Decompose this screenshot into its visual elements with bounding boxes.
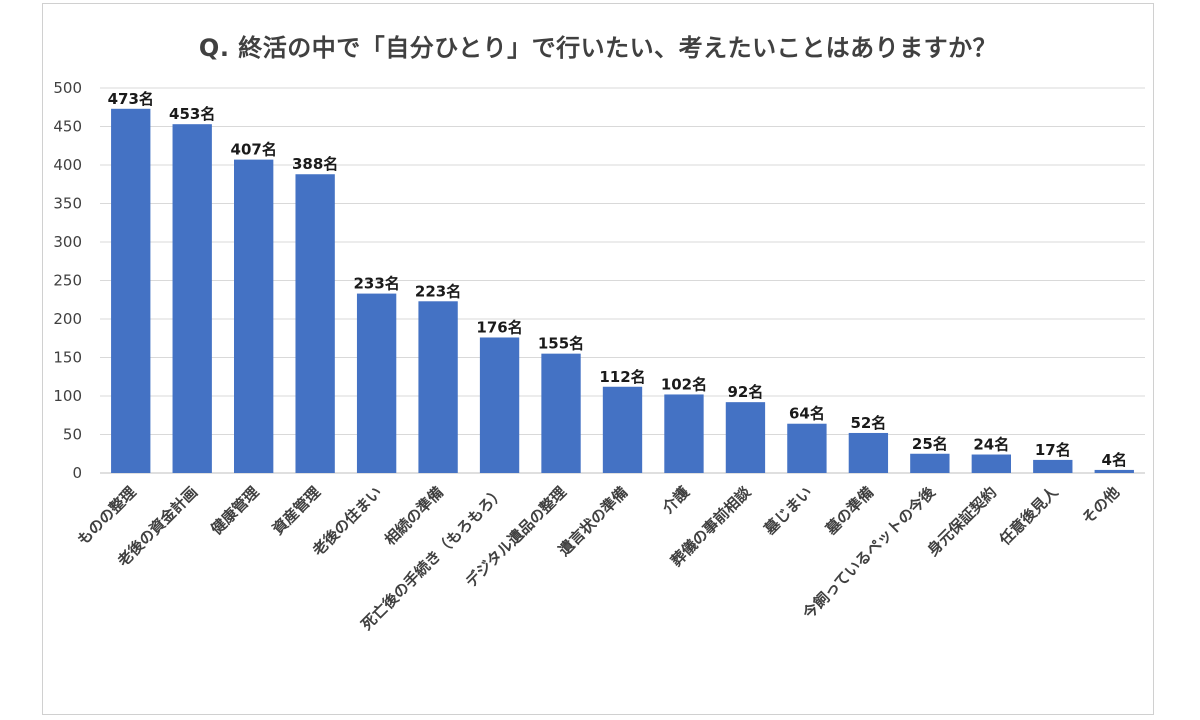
data-label: 52名 (850, 414, 886, 432)
bar (295, 174, 335, 474)
y-tick-label: 150 (53, 349, 82, 367)
data-label: 102名 (661, 375, 707, 393)
x-tick-label: ものの整理 (74, 483, 140, 549)
y-tick-label: 500 (53, 79, 82, 97)
y-tick-label: 50 (63, 426, 82, 444)
y-tick-label: 350 (53, 195, 82, 213)
data-label: 407名 (231, 141, 277, 159)
bar (541, 353, 581, 473)
data-label: 176名 (476, 318, 522, 336)
data-label: 155名 (538, 335, 584, 353)
y-tick-label: 200 (53, 310, 82, 328)
chart-frame (42, 3, 1154, 715)
bar (725, 402, 766, 473)
x-tick-label: 墓じまい (760, 483, 816, 539)
data-label: 388名 (292, 155, 338, 173)
bar (1094, 469, 1134, 473)
bar (479, 337, 520, 473)
bar (356, 293, 397, 473)
bar (234, 159, 274, 474)
bar (172, 124, 212, 473)
y-tick-label: 300 (53, 233, 82, 251)
data-label: 233名 (353, 275, 399, 293)
x-tick-label: 資産管理 (269, 483, 324, 538)
data-label: 453名 (169, 105, 215, 123)
x-tick-label: その他 (1079, 483, 1124, 528)
y-tick-label: 450 (53, 118, 82, 136)
data-label: 92名 (728, 383, 764, 401)
x-tick-label: 相続の準備 (381, 483, 447, 549)
bar (848, 432, 889, 473)
data-label: 223名 (415, 282, 461, 300)
data-label: 112名 (599, 368, 645, 386)
data-label: 25名 (912, 435, 948, 453)
y-tick-label: 250 (53, 272, 82, 290)
data-label: 4名 (1102, 451, 1127, 469)
data-label: 473名 (108, 90, 154, 108)
chart-title: Q. 終活の中で「自分ひとり」で行いたい、考えたいことはありますか？ (198, 34, 998, 62)
x-tick-label: 墓の準備 (821, 483, 877, 539)
data-label: 64名 (789, 405, 825, 423)
y-tick-label: 0 (72, 464, 82, 482)
bar (971, 454, 1011, 473)
bar (418, 301, 458, 473)
bar (602, 386, 643, 473)
data-label: 17名 (1035, 441, 1071, 459)
data-label: 24名 (973, 436, 1009, 454)
y-tick-label: 100 (53, 387, 82, 405)
bar (910, 453, 950, 473)
bar (1033, 459, 1073, 473)
x-tick-label: 介護 (658, 482, 693, 517)
y-tick-label: 400 (53, 156, 82, 174)
bar (111, 108, 151, 473)
x-tick-label: 健康管理 (207, 483, 262, 538)
bar (664, 394, 704, 473)
bar (787, 423, 827, 473)
x-tick-label: 任意後見人 (995, 482, 1062, 549)
